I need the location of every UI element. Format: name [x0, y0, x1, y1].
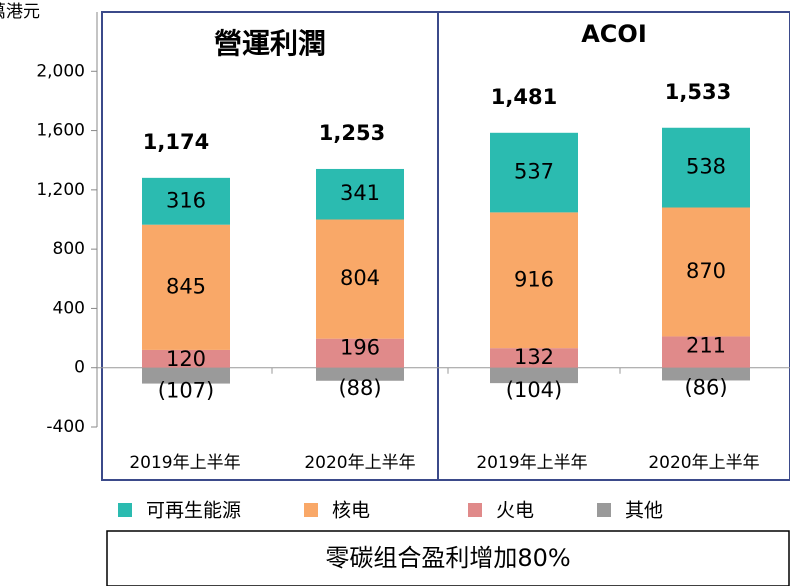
- value-label: 845: [166, 274, 206, 298]
- footnote: 零碳组合盈利增加80%: [325, 544, 570, 572]
- bar-segment: [490, 212, 578, 349]
- legend-label: 可再生能源: [146, 500, 241, 522]
- value-label: 538: [686, 155, 726, 179]
- legend-swatch: [597, 503, 611, 517]
- x-tick-label: 2019年上半年: [129, 453, 240, 473]
- value-label: 804: [340, 266, 380, 290]
- value-label: 341: [340, 181, 380, 205]
- value-label: 537: [514, 160, 554, 184]
- bar-segment: [490, 132, 578, 213]
- bar-segment: [142, 177, 230, 225]
- x-tick-label: 2020年上半年: [648, 453, 759, 473]
- bar-segment: [316, 168, 404, 220]
- legend-label: 核电: [332, 500, 370, 522]
- bar-segment: [490, 367, 578, 384]
- value-label: (88): [338, 376, 381, 400]
- total-label: 1,533: [665, 80, 731, 104]
- panel-title: 營運利潤: [214, 27, 326, 60]
- panel-frame: [437, 11, 790, 481]
- legend-swatch: [468, 503, 482, 517]
- y-axis-label: 萬港元: [0, 2, 40, 22]
- bar-segment: [142, 349, 230, 368]
- bar-segment: [662, 367, 750, 381]
- y-tick-label: 800: [53, 239, 85, 259]
- bar-segment: [662, 336, 750, 368]
- bar-segment: [662, 127, 750, 208]
- legend-label: 火电: [496, 500, 534, 522]
- footnote-box: [106, 530, 790, 586]
- x-tick-label: 2019年上半年: [476, 453, 587, 473]
- value-label: 316: [166, 188, 206, 212]
- y-tick-label: 0: [74, 358, 85, 378]
- bar-segment: [490, 348, 578, 368]
- total-label: 1,253: [319, 121, 385, 145]
- bar-segment: [662, 207, 750, 337]
- legend-swatch: [304, 503, 318, 517]
- value-label: (86): [684, 375, 727, 399]
- value-label: 196: [340, 336, 380, 360]
- bar-segment: [316, 367, 404, 381]
- y-tick-label: 1,200: [36, 180, 85, 200]
- bar-segment: [316, 219, 404, 339]
- value-label: 120: [166, 347, 206, 371]
- y-tick-label: 1,600: [36, 121, 85, 141]
- value-label: 211: [686, 333, 726, 357]
- total-label: 1,174: [143, 130, 209, 154]
- y-tick-label: 2,000: [36, 61, 85, 81]
- value-label: (107): [158, 379, 214, 403]
- y-tick-label: 400: [53, 298, 85, 318]
- legend-label: 其他: [625, 500, 663, 522]
- bar-segment: [142, 367, 230, 384]
- x-tick-label: 2020年上半年: [304, 453, 415, 473]
- total-label: 1,481: [491, 85, 557, 109]
- panel-title: ACOI: [581, 20, 647, 48]
- value-label: (104): [506, 378, 562, 402]
- legend-swatch: [118, 503, 132, 517]
- bar-segment: [316, 338, 404, 368]
- y-tick-label: -400: [46, 417, 85, 437]
- value-label: 870: [686, 259, 726, 283]
- bar-segment: [142, 224, 230, 350]
- value-label: 916: [514, 267, 554, 291]
- value-label: 132: [514, 345, 554, 369]
